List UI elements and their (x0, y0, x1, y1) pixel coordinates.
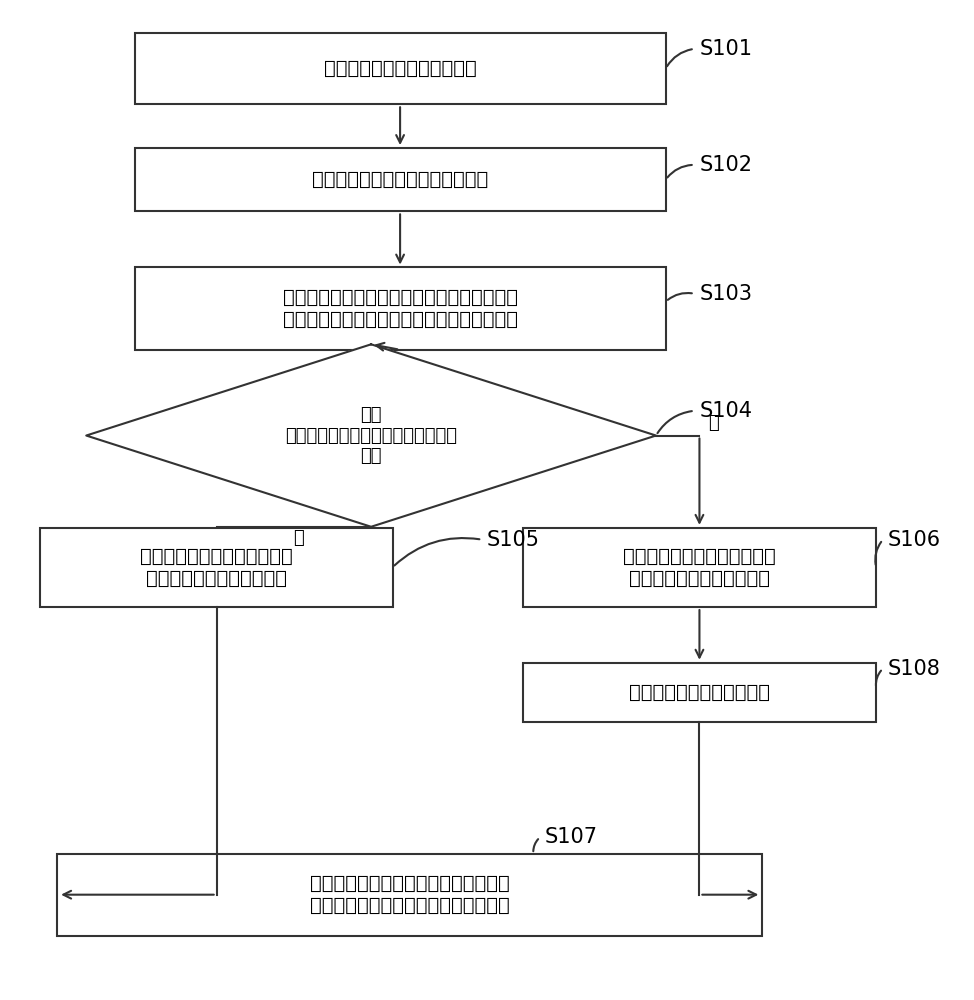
Text: 将该学生填写的教学调查问卷
确定为可用的教学调查问卷: 将该学生填写的教学调查问卷 确定为可用的教学调查问卷 (623, 547, 776, 588)
Text: 识别上课图像中的每个学生的身份: 识别上课图像中的每个学生的身份 (312, 170, 488, 189)
Text: S101: S101 (699, 39, 753, 59)
Bar (40, 528, 393, 607)
Text: 删除不可用的教学调查问卷: 删除不可用的教学调查问卷 (629, 683, 769, 702)
Text: 学生
处于非学习状态中的行为是否合预设
条件: 学生 处于非学习状态中的行为是否合预设 条件 (285, 406, 457, 465)
Polygon shape (87, 344, 656, 527)
Text: 分析在预设时段内每个学生所对应的上课图像
以获取每个学生在所述预设时段内的课堂行为: 分析在预设时段内每个学生所对应的上课图像 以获取每个学生在所述预设时段内的课堂行… (282, 288, 517, 329)
Text: 是: 是 (293, 529, 304, 547)
Text: 将该学生填写的教学调查问卷
确定为可用的教学调查问卷: 将该学生填写的教学调查问卷 确定为可用的教学调查问卷 (140, 547, 293, 588)
Bar (134, 33, 665, 104)
Text: S108: S108 (887, 659, 941, 679)
Text: S107: S107 (544, 827, 598, 847)
Bar (134, 267, 665, 350)
Text: S105: S105 (487, 530, 540, 550)
Text: 接收学生在课堂上的上课图像: 接收学生在课堂上的上课图像 (323, 59, 476, 78)
Bar (523, 528, 876, 607)
Bar (134, 148, 665, 211)
Bar (523, 663, 876, 722)
Text: 否: 否 (708, 414, 720, 432)
Text: S106: S106 (887, 530, 941, 550)
Text: 对所有可用的教学调查问卷进行分析以
获取对应的被调查老师的课堂教学质量: 对所有可用的教学调查问卷进行分析以 获取对应的被调查老师的课堂教学质量 (310, 874, 509, 915)
Text: S104: S104 (699, 401, 753, 421)
Bar (57, 854, 763, 936)
Text: S103: S103 (699, 284, 753, 304)
Text: S102: S102 (699, 155, 753, 175)
